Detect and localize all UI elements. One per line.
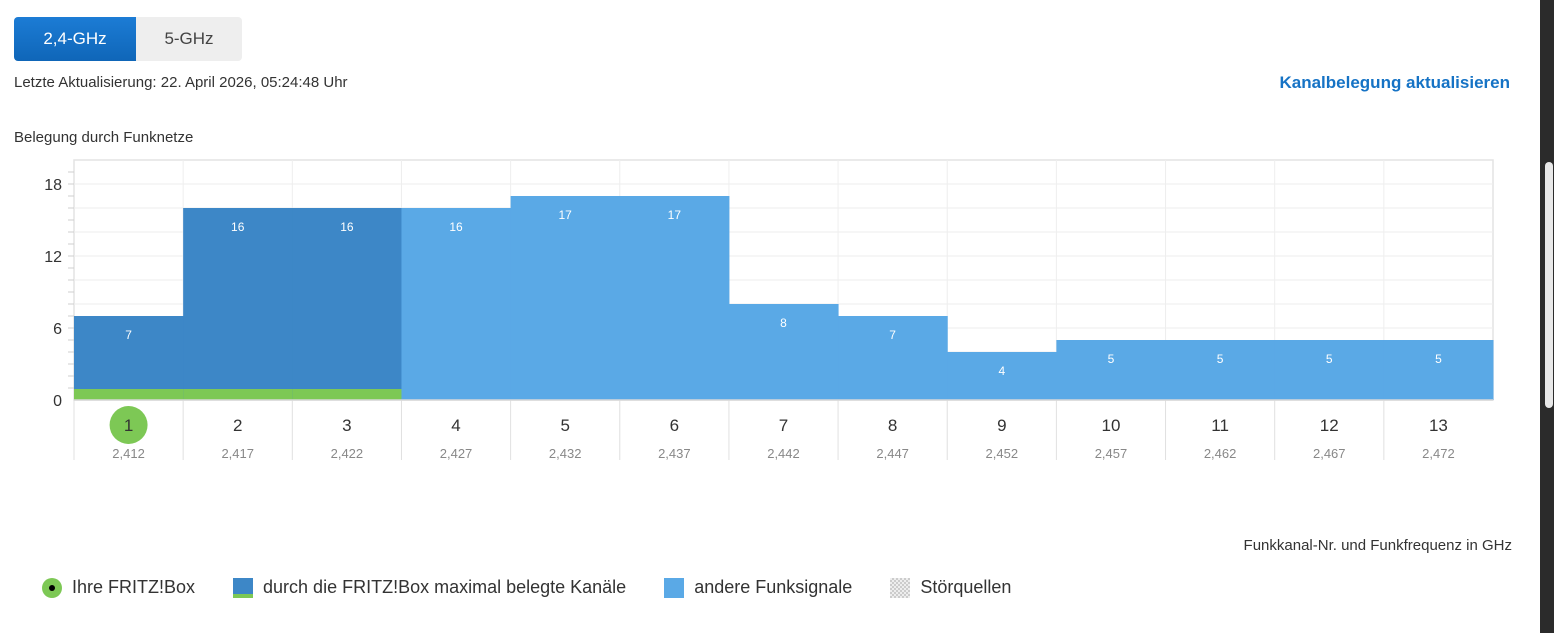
x-tick-label-channel: 7 xyxy=(779,416,788,435)
bar-value-label: 16 xyxy=(231,220,245,234)
own-channel-marker xyxy=(109,406,148,444)
bar-value-label: 7 xyxy=(125,328,132,342)
legend-item-other: andere Funksignale xyxy=(664,577,852,598)
x-tick-label-frequency: 2,427 xyxy=(440,446,473,461)
legend-own-label: Ihre FRITZ!Box xyxy=(72,577,196,597)
x-tick-label-channel: 1 xyxy=(124,416,133,435)
legend-other-label: andere Funksignale xyxy=(694,577,853,597)
scrollbar-thumb[interactable] xyxy=(1545,162,1553,408)
last-update-text: Letzte Aktualisierung: 22. April 2026, 0… xyxy=(14,74,348,91)
x-tick-label-frequency: 2,432 xyxy=(549,446,582,461)
x-tick-label-frequency: 2,412 xyxy=(112,446,145,461)
bar-channel-5 xyxy=(510,196,621,400)
x-tick-label-frequency: 2,472 xyxy=(1422,446,1455,461)
tab-2-4-ghz[interactable]: 2,4-GHz xyxy=(14,17,136,61)
refresh-channel-link[interactable]: Kanalbelegung aktualisieren xyxy=(1279,73,1510,92)
bar-value-label: 8 xyxy=(780,316,787,330)
y-tick-label: 6 xyxy=(53,321,62,338)
legend-noise-label: Störquellen xyxy=(920,577,1012,597)
bar-channel-10 xyxy=(1056,340,1167,400)
channel-usage-chart: 0 6 12 18 7 1 2,412 16 2 2,417 16 3 2,422 16 4 2,427 17 5… xyxy=(44,159,1494,461)
bar-value-label: 16 xyxy=(449,220,463,234)
y-tick-label: 0 xyxy=(53,393,62,410)
x-tick-label-channel: 5 xyxy=(560,416,569,435)
x-tick-label-frequency: 2,437 xyxy=(658,446,691,461)
bar-channel-12 xyxy=(1274,340,1385,400)
bar-value-label: 17 xyxy=(668,208,682,222)
x-tick-label-channel: 11 xyxy=(1211,416,1229,435)
scrollbar[interactable] xyxy=(1540,0,1554,633)
bar-channel-7 xyxy=(728,304,839,400)
legend: Ihre FRITZ!Box durch die FRITZ!Box maxim… xyxy=(42,577,1049,598)
other-signals-swatch-icon xyxy=(664,577,685,598)
fritz-channels-swatch-icon xyxy=(233,577,254,598)
bar-channel-9 xyxy=(947,352,1057,400)
bar-value-label: 7 xyxy=(889,328,896,342)
bar-channel-6 xyxy=(619,196,730,400)
fritz-band-1 xyxy=(74,389,184,400)
x-tick-label-channel: 8 xyxy=(888,416,897,435)
chart-title: Belegung durch Funknetze xyxy=(14,129,194,146)
own-fritzbox-icon xyxy=(42,577,62,598)
x-tick-label-channel: 13 xyxy=(1429,416,1448,435)
bar-value-label: 5 xyxy=(1435,352,1442,366)
bar-channel-11 xyxy=(1165,340,1276,400)
x-tick-label-frequency: 2,457 xyxy=(1095,446,1128,461)
fritz-band-2 xyxy=(183,389,293,400)
bar-value-label: 5 xyxy=(1326,352,1333,366)
legend-item-fritz-channels: durch die FRITZ!Box maximal belegte Kanä… xyxy=(233,577,626,598)
x-tick-label-frequency: 2,422 xyxy=(331,446,364,461)
legend-item-own: Ihre FRITZ!Box xyxy=(42,577,195,598)
band-tabs: 2,4-GHz 5-GHz xyxy=(14,17,242,61)
x-axis-caption: Funkkanal-Nr. und Funkfrequenz in GHz xyxy=(1243,537,1512,554)
bar-channel-3 xyxy=(292,208,402,400)
bar-channel-8 xyxy=(838,316,948,400)
y-tick-label: 18 xyxy=(44,177,62,194)
bar-channel-1 xyxy=(74,316,184,400)
fritz-band-3 xyxy=(292,389,402,400)
x-tick-label-frequency: 2,447 xyxy=(876,446,909,461)
x-tick-label-frequency: 2,442 xyxy=(767,446,800,461)
bar-value-label: 16 xyxy=(340,220,354,234)
x-tick-label-frequency: 2,417 xyxy=(221,446,254,461)
bar-value-label: 17 xyxy=(559,208,573,222)
tab-5-ghz[interactable]: 5-GHz xyxy=(136,17,242,61)
x-tick-label-channel: 6 xyxy=(670,416,679,435)
legend-item-noise: Störquellen xyxy=(890,577,1011,598)
bar-channel-13 xyxy=(1383,340,1494,400)
x-tick-label-channel: 10 xyxy=(1102,416,1121,435)
x-tick-label-frequency: 2,452 xyxy=(986,446,1019,461)
x-tick-label-channel: 3 xyxy=(342,416,351,435)
x-tick-label-channel: 9 xyxy=(997,416,1006,435)
x-tick-label-frequency: 2,462 xyxy=(1204,446,1237,461)
x-tick-label-channel: 4 xyxy=(451,416,460,435)
bar-channel-4 xyxy=(401,208,512,400)
bar-value-label: 5 xyxy=(1217,352,1224,366)
x-tick-label-frequency: 2,467 xyxy=(1313,446,1346,461)
x-tick-label-channel: 2 xyxy=(233,416,242,435)
x-tick-label-channel: 12 xyxy=(1320,416,1339,435)
legend-fritz-channels-label: durch die FRITZ!Box maximal belegte Kanä… xyxy=(263,577,627,597)
bar-value-label: 4 xyxy=(998,364,1005,378)
bar-channel-2 xyxy=(183,208,293,400)
bar-value-label: 5 xyxy=(1108,352,1115,366)
interference-swatch-icon xyxy=(890,577,911,598)
y-tick-label: 12 xyxy=(44,249,62,266)
